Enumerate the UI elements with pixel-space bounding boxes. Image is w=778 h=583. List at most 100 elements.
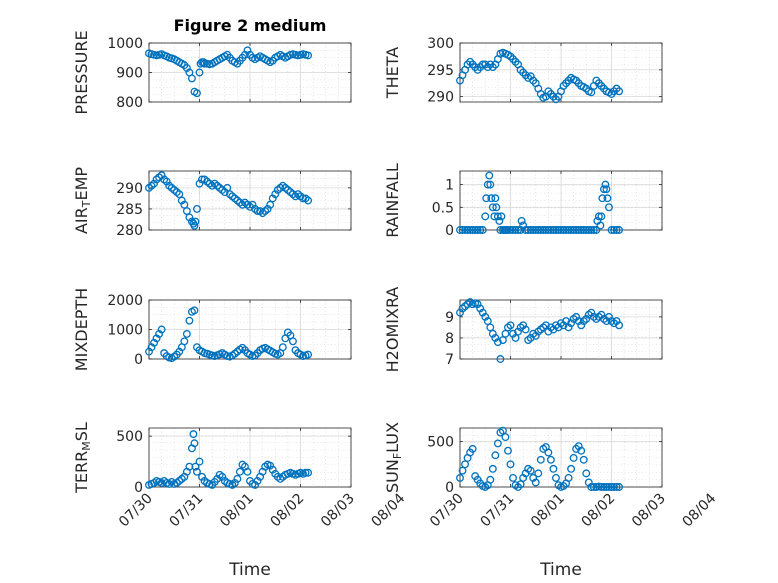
data-point <box>157 171 166 180</box>
data-point <box>506 460 515 469</box>
data-point <box>198 175 206 184</box>
data-point <box>243 467 252 476</box>
data-point <box>615 87 624 96</box>
data-point <box>546 455 555 464</box>
y-tick-label: 900 <box>116 66 143 82</box>
data-point <box>577 226 586 234</box>
figure-title: Figure 2 medium <box>174 16 327 35</box>
data-point <box>514 226 523 234</box>
data-point <box>233 474 242 483</box>
y-axis-label-text: SL <box>72 422 91 441</box>
data-point <box>463 226 472 234</box>
data-point <box>251 481 259 489</box>
data-point <box>574 317 583 326</box>
data-point <box>569 226 578 234</box>
data-point <box>582 469 591 478</box>
data-point <box>488 464 497 473</box>
y-axis-label: THETA <box>383 47 402 99</box>
y-tick-label: 1000 <box>107 36 143 52</box>
data-point <box>539 226 548 234</box>
y-tick-label: 1 <box>445 178 454 194</box>
data-point <box>549 325 558 334</box>
data-point <box>509 226 517 234</box>
data-point <box>501 329 510 338</box>
y-axis-label-subscript: M <box>80 441 93 451</box>
data-point <box>531 478 540 487</box>
y-axis-label-text: RAINFALL <box>383 163 402 238</box>
data-point <box>491 333 500 342</box>
data-point <box>213 474 222 483</box>
data-point <box>495 216 504 225</box>
subplot-rainfall: 0 0.5 1 RAINFALL <box>383 163 663 239</box>
data-point <box>301 468 310 477</box>
data-point <box>461 226 469 234</box>
data-point <box>554 323 563 332</box>
data-point <box>562 226 570 234</box>
data-point <box>516 480 525 489</box>
data-point <box>567 319 576 328</box>
y-axis-label-text: AIR <box>72 207 91 234</box>
data-point <box>304 350 313 359</box>
data-point <box>218 472 227 481</box>
data-point <box>496 355 505 363</box>
data-point <box>596 221 605 230</box>
x-tick-label: 08/02 <box>578 491 618 531</box>
data-point <box>304 468 313 477</box>
y-tick-label: 300 <box>427 36 454 52</box>
data-point <box>564 226 573 234</box>
y-axis-label: H2OMIXRA <box>383 287 402 373</box>
data-point <box>605 312 613 321</box>
data-point <box>519 321 528 330</box>
data-point <box>521 226 530 234</box>
x-tick-label: 08/03 <box>629 491 669 531</box>
y-tick-label: 9 <box>445 310 454 326</box>
data-point <box>481 212 490 221</box>
data-point <box>478 308 487 317</box>
data-point <box>476 304 485 313</box>
y-tick-label: 0 <box>134 480 143 496</box>
data-point <box>574 226 583 234</box>
data-point <box>458 226 467 234</box>
data-point <box>526 466 535 475</box>
x-tick-label: 08/03 <box>318 491 358 531</box>
x-tick-label: 07/30 <box>116 491 156 531</box>
data-point <box>253 476 262 485</box>
y-axis-label-text: LUX <box>383 422 402 453</box>
data-point <box>185 213 194 222</box>
data-point <box>517 216 526 225</box>
data-point <box>486 180 495 189</box>
data-point <box>564 473 573 482</box>
data-point <box>492 203 501 212</box>
data-point <box>187 217 196 226</box>
y-tick-label: 290 <box>427 90 454 106</box>
data-point <box>191 462 200 471</box>
data-point <box>488 329 497 338</box>
data-point <box>193 89 201 98</box>
data-point <box>483 180 492 189</box>
data-point <box>521 325 530 334</box>
data-point <box>493 439 502 448</box>
data-point <box>597 310 606 319</box>
subplot-terr: 0 500 TERRMSL 07/30 07/31 08/01 08/02 08/03 08/0… <box>72 422 408 580</box>
data-point <box>235 467 244 476</box>
data-point <box>612 483 621 491</box>
data-point <box>602 317 611 326</box>
data-point <box>299 194 307 203</box>
data-point <box>572 312 581 321</box>
data-point <box>458 466 467 475</box>
data-point <box>577 446 586 455</box>
data-point <box>486 475 495 484</box>
data-point <box>534 226 543 234</box>
data-point <box>248 200 257 209</box>
data-point <box>180 337 189 346</box>
data-point <box>304 51 313 60</box>
data-point <box>589 226 598 234</box>
data-point <box>177 196 186 205</box>
y-tick-label: 2000 <box>107 293 143 309</box>
data-point <box>487 194 496 203</box>
data-point <box>485 171 494 180</box>
y-tick-label: 500 <box>427 435 454 451</box>
y-axis-label-text: H2OMIXRA <box>383 287 402 373</box>
data-point <box>594 212 603 221</box>
